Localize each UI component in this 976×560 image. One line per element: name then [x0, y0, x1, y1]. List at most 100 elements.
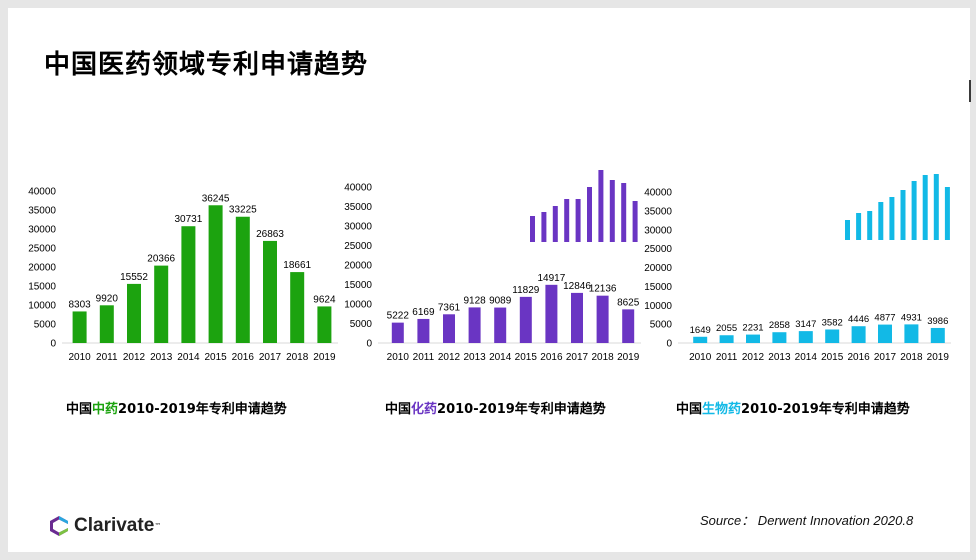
- decor-bar: [598, 170, 604, 242]
- data-label: 3582: [822, 317, 843, 328]
- y-tick-label: 10000: [344, 300, 372, 311]
- decor-bar: [878, 202, 884, 240]
- bar: [154, 265, 169, 343]
- x-tick-label: 2015: [515, 352, 538, 363]
- data-label: 4931: [901, 312, 922, 323]
- y-tick-label: 0: [50, 339, 56, 350]
- y-tick-label: 15000: [644, 282, 672, 293]
- data-label: 14917: [537, 273, 565, 284]
- data-label: 26863: [256, 229, 284, 240]
- bar: [99, 305, 114, 343]
- source-note: Source： Derwent Innovation 2020.8: [700, 513, 914, 528]
- decor-bar: [856, 213, 862, 240]
- caption-highlight: 中药: [92, 402, 119, 417]
- bar: [235, 216, 250, 343]
- y-tick-label: 0: [666, 339, 672, 350]
- x-tick-label: 2015: [204, 352, 227, 363]
- data-label: 8625: [617, 297, 640, 308]
- data-label: 30731: [174, 214, 202, 225]
- caption-highlight: 化药: [411, 402, 438, 417]
- data-label: 11829: [512, 285, 540, 296]
- data-label: 9624: [313, 294, 336, 305]
- bar: [417, 318, 430, 343]
- data-label: 12846: [563, 281, 591, 292]
- chart-tcm: 0 5000 10000 15000 20000 25000 30000 35000 40000…: [28, 187, 338, 363]
- bar: [208, 205, 223, 343]
- bar: [468, 307, 481, 343]
- x-tick-label: 2013: [768, 352, 791, 363]
- brand-logo: Clarivate ™: [48, 514, 161, 538]
- decor-bar: [911, 181, 917, 240]
- bar: [878, 324, 892, 343]
- x-tick-label: 2010: [689, 352, 712, 363]
- bar: [391, 322, 404, 343]
- bar: [571, 292, 583, 343]
- x-tick-label: 2011: [96, 352, 118, 363]
- y-tick-label: 5000: [350, 319, 373, 330]
- y-tick-label: 20000: [28, 263, 56, 274]
- bar: [904, 324, 919, 343]
- y-tick-label: 40000: [644, 188, 672, 199]
- y-tick-label: 20000: [344, 261, 372, 272]
- bar: [719, 335, 734, 343]
- bar: [622, 309, 635, 343]
- bar: [798, 331, 813, 343]
- bar: [494, 307, 507, 343]
- bar: [181, 226, 196, 343]
- x-tick-label: 2011: [413, 352, 435, 363]
- x-tick-label: 2010: [387, 352, 410, 363]
- x-tick-label: 2019: [927, 352, 950, 363]
- x-tick-label: 2014: [795, 352, 818, 363]
- bar: [930, 327, 945, 343]
- x-tick-label: 2018: [286, 352, 309, 363]
- x-tick-label: 2017: [259, 352, 282, 363]
- x-tick-label: 2019: [617, 352, 640, 363]
- data-label: 5222: [387, 311, 410, 322]
- caption-prefix: 中国: [676, 402, 703, 417]
- decor-bar: [552, 206, 558, 242]
- bar: [851, 326, 866, 343]
- caption-prefix: 中国: [66, 402, 93, 417]
- bar: [772, 332, 787, 343]
- x-tick-label: 2017: [874, 352, 897, 363]
- caption-prefix: 中国: [385, 402, 412, 417]
- x-tick-label: 2012: [438, 352, 461, 363]
- y-tick-label: 25000: [644, 244, 672, 255]
- decor-bar: [530, 216, 535, 242]
- bar: [443, 314, 455, 343]
- chart-bio: 0 5000 10000 15000 20000 25000 30000 35000 40000…: [644, 174, 951, 363]
- bar: [127, 283, 141, 343]
- x-tick-label: 2014: [489, 352, 512, 363]
- brand-trademark: ™: [154, 522, 162, 530]
- y-tick-label: 40000: [344, 183, 372, 194]
- bar: [545, 284, 558, 343]
- decor-bar: [564, 199, 570, 242]
- data-label: 1649: [690, 325, 711, 336]
- decor-bar: [867, 211, 873, 240]
- decor-bar: [575, 199, 581, 242]
- x-tick-label: 2012: [123, 352, 146, 363]
- caption-highlight: 生物药: [702, 402, 742, 417]
- data-label: 2858: [769, 320, 790, 331]
- bar: [519, 296, 532, 343]
- data-label: 4877: [874, 313, 895, 324]
- y-tick-label: 5000: [650, 320, 673, 331]
- decor-bar: [609, 180, 615, 242]
- slide: 中国医药领域专利申请趋势 0 5000 10000 15000 20000 25000 30…: [8, 8, 970, 552]
- data-label: 12136: [589, 284, 617, 295]
- decor-bar: [541, 212, 547, 242]
- data-label: 9920: [96, 293, 119, 304]
- caption-bio: 中国生物药2010-2019年专利申请趋势: [676, 398, 910, 417]
- data-label: 3147: [795, 319, 816, 330]
- data-label: 7361: [438, 302, 461, 313]
- page-title: 中国医药领域专利申请趋势: [44, 50, 369, 80]
- data-label: 33225: [229, 205, 257, 216]
- decor-bar: [889, 197, 895, 240]
- y-tick-label: 25000: [28, 244, 56, 255]
- caption-suffix: 2010-2019年专利申请趋势: [437, 402, 606, 417]
- x-tick-label: 2017: [566, 352, 589, 363]
- data-label: 6169: [412, 307, 435, 318]
- x-tick-label: 2013: [150, 352, 173, 363]
- decor-bar: [632, 201, 638, 242]
- data-label: 9128: [463, 295, 486, 306]
